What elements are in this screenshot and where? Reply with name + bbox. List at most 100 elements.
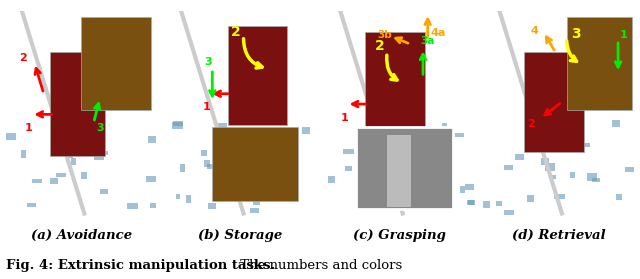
Bar [88, 127, 93, 132]
Text: 4: 4 [531, 26, 539, 36]
Bar [207, 203, 216, 208]
Bar [465, 184, 474, 190]
Bar [252, 144, 256, 152]
Bar [453, 133, 463, 137]
Bar [346, 166, 352, 171]
Bar [468, 200, 474, 206]
Bar [100, 189, 108, 194]
Bar [588, 173, 596, 181]
Bar [27, 203, 36, 207]
Text: (d) Retrieval: (d) Retrieval [512, 229, 605, 242]
Bar [442, 123, 447, 128]
Bar [150, 203, 156, 208]
Bar [220, 187, 230, 193]
Bar [94, 153, 104, 160]
Bar [173, 121, 183, 126]
Bar [33, 179, 42, 183]
Bar [386, 176, 391, 182]
Bar [545, 163, 554, 171]
Bar [581, 143, 589, 147]
Bar [71, 158, 76, 165]
Bar [218, 123, 227, 129]
Text: (b) Storage: (b) Storage [198, 229, 282, 242]
Text: 1: 1 [340, 113, 348, 122]
Bar [550, 175, 556, 179]
Text: (a) Avoidance: (a) Avoidance [31, 229, 132, 242]
Bar [368, 179, 373, 187]
Bar [50, 178, 58, 184]
Text: 3: 3 [97, 123, 104, 133]
Text: 2: 2 [527, 119, 535, 129]
Bar [6, 133, 16, 140]
Bar [20, 150, 26, 158]
Bar [56, 173, 65, 177]
Bar [515, 154, 524, 160]
Bar [343, 148, 354, 154]
Text: Fig. 4: Extrinsic manipulation tasks.: Fig. 4: Extrinsic manipulation tasks. [6, 259, 276, 271]
Bar [146, 176, 156, 182]
Bar [504, 165, 513, 170]
Bar [612, 120, 620, 127]
Bar [387, 135, 410, 207]
Bar [483, 201, 490, 208]
Bar [207, 163, 215, 169]
Bar [102, 151, 108, 155]
Bar [286, 193, 292, 198]
Text: 1: 1 [203, 102, 211, 112]
Text: 2: 2 [19, 53, 26, 63]
Bar [50, 52, 104, 156]
Text: 3: 3 [205, 57, 212, 67]
Bar [301, 127, 310, 134]
Bar [504, 210, 514, 215]
Bar [204, 160, 209, 167]
Bar [250, 208, 259, 213]
Bar [383, 199, 390, 205]
Bar [460, 186, 465, 193]
Bar [243, 193, 254, 200]
Bar [625, 167, 634, 172]
Text: 3a: 3a [420, 36, 435, 46]
Bar [212, 127, 298, 201]
Bar [530, 123, 535, 128]
Bar [406, 202, 410, 206]
Bar [616, 194, 622, 200]
Bar [394, 173, 401, 179]
Bar [230, 138, 236, 145]
Bar [497, 201, 502, 206]
Bar [253, 199, 260, 205]
Bar [591, 178, 600, 182]
Text: 4a: 4a [431, 28, 446, 38]
Bar [148, 136, 156, 143]
Bar [201, 150, 207, 156]
Text: 2: 2 [374, 39, 385, 53]
Bar [228, 26, 287, 125]
Bar [81, 172, 87, 179]
Text: 2: 2 [231, 25, 241, 39]
Bar [566, 17, 632, 110]
Bar [84, 145, 93, 151]
Bar [127, 203, 138, 209]
Bar [180, 164, 186, 172]
Bar [81, 17, 152, 110]
Bar [328, 177, 335, 183]
Bar [186, 195, 191, 203]
Bar [554, 194, 564, 199]
Text: 1: 1 [620, 30, 627, 40]
Bar [525, 52, 584, 151]
Text: The numbers and colors: The numbers and colors [236, 259, 402, 271]
Bar [570, 172, 575, 178]
Bar [175, 194, 180, 199]
Text: 3b: 3b [378, 30, 392, 40]
Bar [412, 193, 418, 201]
Text: 3: 3 [572, 27, 581, 41]
Bar [172, 122, 183, 129]
Bar [374, 192, 378, 200]
Bar [66, 150, 74, 158]
Text: 1: 1 [25, 123, 33, 133]
Bar [467, 199, 475, 205]
Bar [356, 127, 452, 209]
Bar [527, 195, 534, 203]
Text: (c) Grasping: (c) Grasping [353, 229, 446, 242]
Bar [374, 135, 383, 140]
Bar [441, 150, 449, 158]
